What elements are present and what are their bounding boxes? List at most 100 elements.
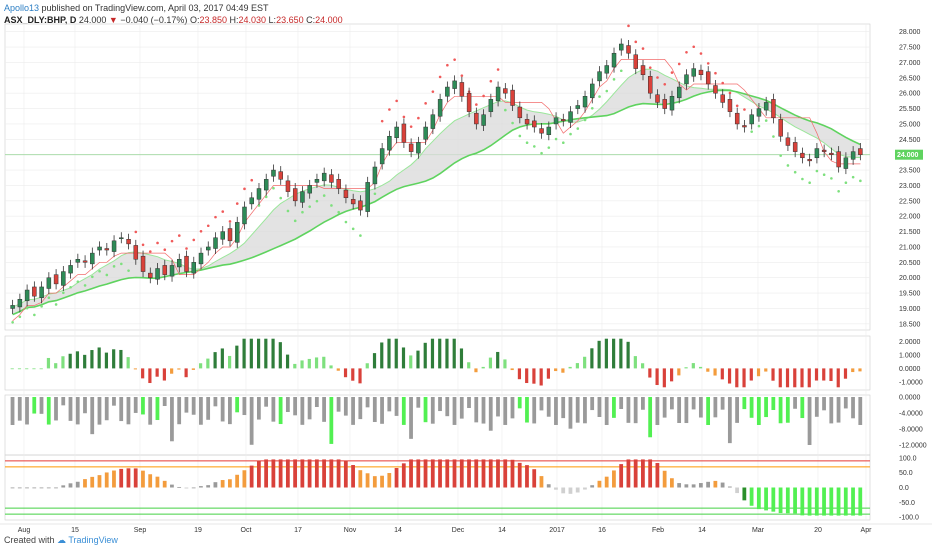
- psar-dot: [112, 265, 116, 268]
- momentum-bar: [126, 357, 130, 369]
- volume-bar: [271, 397, 276, 422]
- psar-dot: [344, 220, 348, 224]
- momentum-bar: [119, 349, 123, 369]
- psar-dot: [446, 63, 449, 67]
- trend-bar: [148, 474, 153, 488]
- trend-bar: [727, 486, 732, 488]
- momentum-bar: [264, 338, 268, 369]
- momentum-bar: [423, 342, 427, 369]
- candle: [553, 112, 559, 130]
- candle-body: [829, 152, 834, 155]
- candle: [242, 201, 247, 230]
- volume-bar: [800, 397, 805, 419]
- momentum-bar: [698, 366, 703, 369]
- momentum-bar: [597, 340, 601, 369]
- volume-bar: [155, 397, 160, 421]
- candle-body: [256, 188, 262, 200]
- candle: [191, 256, 197, 279]
- candle-body: [619, 43, 624, 51]
- volume-oscillator-pane[interactable]: [10, 397, 863, 445]
- momentum-bar: [409, 355, 413, 369]
- volume-bar: [684, 397, 689, 424]
- volume-bar: [778, 397, 783, 424]
- x-tick-label: 15: [71, 527, 79, 534]
- candle-body: [778, 119, 783, 137]
- momentum-tick-label: -1.0000: [899, 379, 923, 386]
- momentum-bar: [322, 356, 326, 369]
- close-value: 24.000: [315, 15, 343, 25]
- volume-bar: [771, 397, 776, 410]
- trend-bar: [39, 487, 44, 489]
- candle: [452, 75, 457, 95]
- volume-bar: [90, 397, 95, 435]
- volume-bar: [322, 397, 326, 422]
- trend-bar: [517, 462, 522, 488]
- trend-bar: [858, 487, 863, 516]
- momentum-bar: [474, 368, 478, 373]
- candle-body: [626, 45, 631, 54]
- candle-body: [177, 259, 182, 268]
- momentum-bar: [525, 368, 529, 384]
- trend-bar: [575, 487, 580, 493]
- author-name[interactable]: Apollo13: [4, 3, 40, 13]
- psar-dot: [772, 135, 775, 138]
- candle: [39, 281, 44, 304]
- trend-bar: [32, 487, 37, 489]
- candle-body: [821, 149, 827, 152]
- momentum-bar: [517, 368, 522, 380]
- momentum-bar: [351, 368, 355, 381]
- candle: [807, 153, 812, 167]
- trend-bar: [641, 459, 645, 488]
- trend-bar: [720, 482, 725, 488]
- psar-dot: [69, 285, 72, 289]
- trend-tick-label: -50.0: [899, 500, 915, 507]
- momentum-pane[interactable]: [10, 338, 862, 388]
- trend-bar: [706, 481, 711, 488]
- momentum-bar: [416, 350, 420, 369]
- candle-body: [437, 99, 443, 117]
- last-price: 24.000: [78, 15, 107, 25]
- trend-bar: [546, 484, 551, 488]
- volume-bar: [604, 397, 609, 425]
- trend-tick-label: -100.0: [899, 515, 919, 522]
- psar-dot: [279, 196, 283, 200]
- psar-dot: [409, 125, 413, 129]
- candle-body: [481, 114, 486, 126]
- momentum-bar: [655, 368, 659, 386]
- psar-dot: [721, 81, 725, 85]
- price-tick-label: 19.500: [899, 291, 921, 298]
- psar-dot: [424, 102, 427, 105]
- candle-body: [387, 136, 392, 151]
- candle: [792, 136, 798, 158]
- psar-dot: [98, 269, 101, 273]
- price-pane[interactable]: [5, 24, 870, 324]
- momentum-bar: [858, 368, 862, 372]
- psar-dot: [750, 130, 753, 133]
- volume-bar: [220, 397, 225, 422]
- psar-dot: [431, 90, 435, 93]
- candle: [213, 232, 218, 255]
- momentum-bar: [793, 368, 797, 388]
- price-tick-label: 28.000: [899, 29, 921, 36]
- tradingview-brand[interactable]: TradingView: [68, 535, 118, 545]
- trend-oscillator-pane[interactable]: [5, 459, 870, 516]
- trend-bar: [329, 459, 334, 488]
- volume-bar: [112, 397, 116, 406]
- momentum-bar: [438, 338, 442, 369]
- candle-body: [394, 126, 399, 139]
- psar-dot: [250, 178, 254, 182]
- momentum-bar: [430, 338, 435, 369]
- candle: [256, 182, 262, 205]
- candle-body: [597, 71, 602, 82]
- psar-dot: [518, 134, 522, 138]
- candle: [691, 63, 696, 82]
- psar-dot: [699, 52, 703, 55]
- momentum-bar: [387, 338, 391, 369]
- momentum-bar: [467, 362, 471, 369]
- momentum-bar: [256, 338, 261, 369]
- psar-dot: [141, 243, 145, 247]
- candle: [68, 259, 73, 279]
- psar-dot: [62, 291, 65, 295]
- trend-bar: [800, 487, 805, 516]
